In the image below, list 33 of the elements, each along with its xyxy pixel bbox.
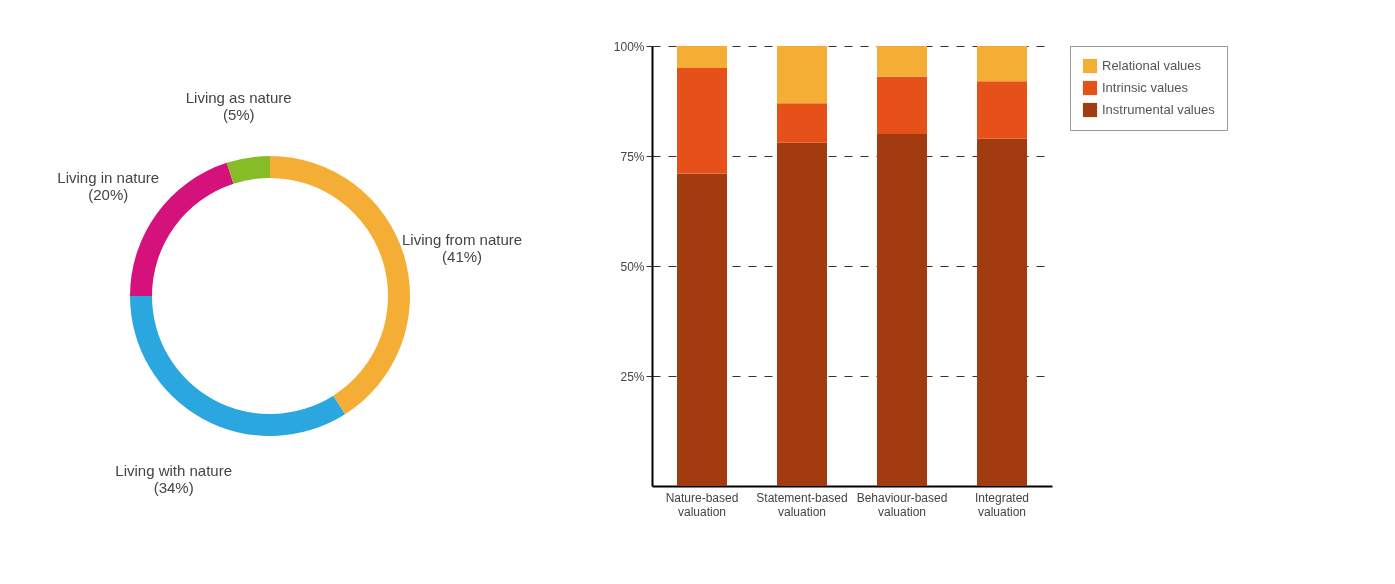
bar	[977, 46, 1027, 82]
y-tick-label: 25%	[620, 369, 645, 384]
bar	[677, 173, 727, 486]
bar	[677, 46, 727, 68]
x-tick-label: Statement-based valuation	[756, 490, 848, 519]
slice-label: Living from nature	[402, 231, 523, 249]
legend-label: Relational values	[1102, 58, 1202, 73]
x-tick-label: Integrated valuation	[974, 490, 1030, 519]
y-tick-label: 100%	[613, 39, 645, 54]
bar	[777, 46, 827, 104]
bar	[777, 142, 827, 486]
y-tick-label: 50%	[620, 259, 645, 274]
bar	[977, 138, 1027, 486]
data-label: (20%)	[88, 186, 129, 204]
bar	[877, 46, 927, 77]
bar	[777, 103, 827, 143]
donut-slice	[130, 296, 346, 436]
x-tick-label: Behaviour-based valuation	[856, 490, 948, 519]
legend-label: Instrumental values	[1102, 102, 1216, 117]
slice-label: Living in nature	[57, 169, 160, 187]
data-label: (41%)	[442, 248, 483, 266]
bar	[677, 68, 727, 174]
x-tick-label: Nature-based valuation	[665, 490, 739, 519]
legend-label: Intrinsic values	[1102, 80, 1189, 95]
y-tick-label: 75%	[620, 149, 645, 164]
data-label: (34%)	[153, 479, 194, 497]
data-label: (5%)	[222, 106, 255, 124]
donut-slice	[226, 156, 270, 184]
slice-label: Living as nature	[185, 89, 292, 107]
bar	[877, 76, 927, 134]
bar	[877, 134, 927, 486]
slice-label: Living with nature	[115, 462, 233, 480]
bar	[977, 81, 1027, 139]
